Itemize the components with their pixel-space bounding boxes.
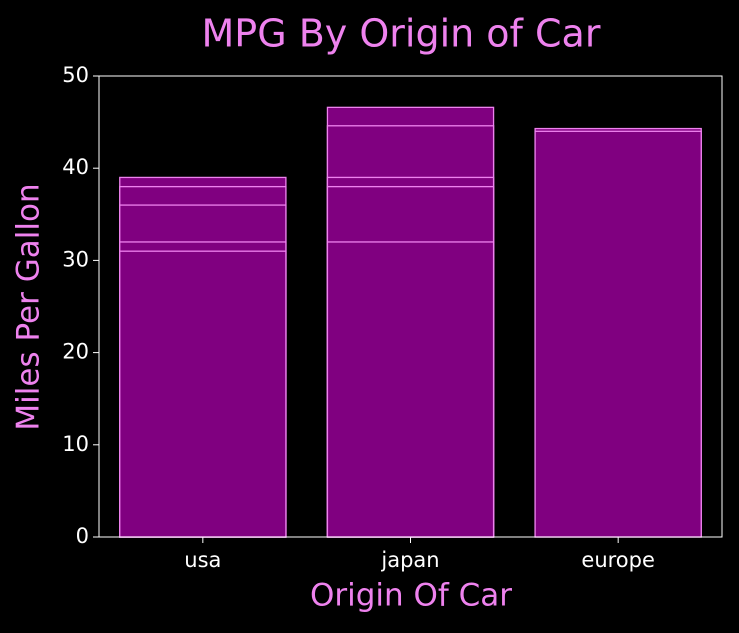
bar — [119, 250, 287, 538]
x-axis-label: Origin Of Car — [310, 578, 512, 614]
y-tick-label: 50 — [62, 63, 89, 87]
x-tick-label: japan — [380, 548, 439, 572]
x-tick-label: usa — [184, 548, 221, 572]
y-tick-label: 10 — [62, 432, 89, 456]
plot-frame — [98, 75, 723, 538]
y-tick-label: 0 — [76, 524, 89, 548]
x-tick-label: europe — [581, 548, 655, 572]
chart-title: MPG By Origin of Car — [202, 12, 601, 56]
bar — [326, 241, 495, 538]
bar — [534, 130, 702, 538]
y-tick-label: 30 — [62, 247, 89, 271]
y-axis-label: Miles Per Gallon — [11, 183, 47, 430]
y-tick-label: 40 — [62, 155, 89, 179]
y-tick-label: 20 — [62, 340, 89, 364]
